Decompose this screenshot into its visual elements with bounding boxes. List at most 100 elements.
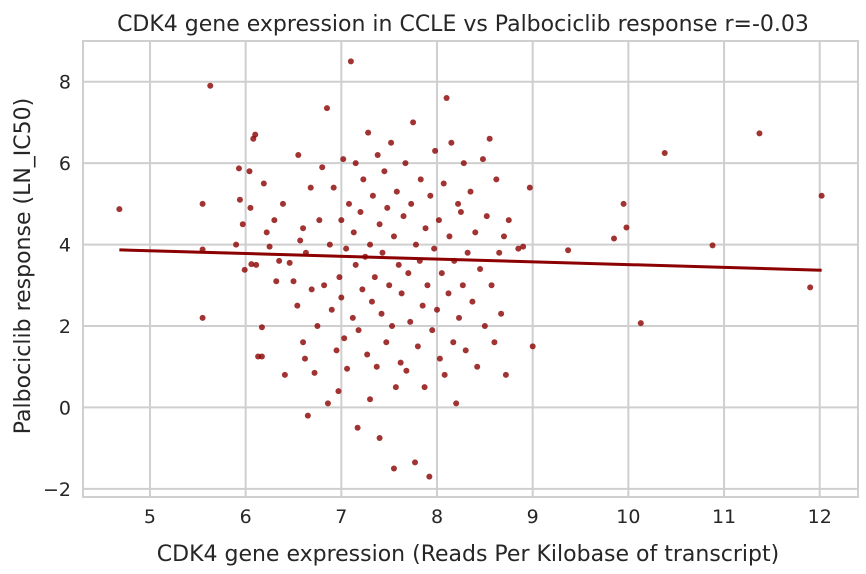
data-point [349,314,356,321]
data-point [464,249,471,256]
data-point [412,241,419,248]
data-point [311,369,318,376]
data-point [347,58,354,65]
data-point [235,165,242,172]
data-point [236,196,243,203]
data-point [472,229,479,236]
data-point [410,119,417,126]
data-point [408,200,415,207]
data-point [338,217,345,224]
data-point [328,306,335,313]
data-point [435,217,442,224]
data-point [462,347,469,354]
x-tick-label: 6 [240,506,252,528]
data-point [419,302,426,309]
data-point [403,367,410,374]
data-point [271,217,278,224]
data-point [483,213,490,220]
data-point [350,229,357,236]
data-point [304,412,311,419]
data-point [301,355,308,362]
x-tick-label: 10 [616,506,640,528]
data-point [340,156,347,163]
data-point [400,213,407,220]
data-point [445,290,452,297]
data-point [426,473,433,480]
data-point [330,184,337,191]
y-axis-title: Palbociclib response (LN_IC50) [11,98,36,434]
data-point [319,164,326,171]
data-point [493,176,500,183]
data-point [354,424,361,431]
data-point [460,160,467,167]
y-tick-labels: −2 0 2 4 6 8 [43,72,71,501]
data-point [359,286,366,293]
data-point [367,396,374,403]
y-tick-label: 4 [59,235,71,257]
x-tick-label: 9 [527,506,539,528]
data-point [502,371,509,378]
data-point [818,192,825,199]
x-tick-label: 11 [712,506,736,528]
data-point [637,320,644,327]
data-point [441,371,448,378]
data-point [623,224,630,231]
data-point [258,353,265,360]
data-point [360,176,367,183]
data-point [371,274,378,281]
data-point [388,139,395,146]
data-point [297,237,304,244]
data-point [294,302,301,309]
data-point [338,294,345,301]
data-point [357,209,364,215]
data-point [756,130,763,137]
data-point [233,241,240,248]
data-point [498,310,505,317]
data-point [459,282,466,289]
data-point [281,371,288,378]
data-point [412,459,419,466]
data-point [258,324,265,331]
data-point [500,233,507,240]
data-point [308,286,315,293]
data-point [341,335,348,342]
data-point [355,327,362,334]
data-point [440,180,447,187]
data-point [443,95,450,101]
data-point [300,339,307,346]
data-point [397,359,404,366]
data-point [376,434,383,441]
x-tick-label: 8 [431,506,443,528]
data-point [314,323,321,329]
data-point [345,200,352,207]
data-point [515,245,522,252]
data-point [488,282,495,289]
data-point [384,204,391,211]
data-point [307,184,314,191]
data-point [392,384,399,391]
data-point [323,105,330,112]
data-point [316,217,323,224]
x-tick-labels: 5 6 7 8 9 10 11 12 [144,506,832,528]
x-tick-label: 12 [808,506,832,528]
data-point [455,200,462,207]
data-point [295,152,302,158]
data-point [246,168,253,175]
data-point [263,229,270,236]
data-point [481,323,488,329]
data-point [247,204,254,211]
data-point [279,200,286,207]
data-point [434,306,441,313]
data-point [199,314,206,321]
data-point [276,257,283,264]
data-point [365,129,372,136]
data-point [344,365,351,372]
x-tick-label: 5 [144,506,156,528]
data-point [661,149,668,156]
data-point [253,261,260,268]
data-point [393,188,400,195]
data-point [395,261,402,268]
data-point [239,221,246,228]
data-point [290,278,297,285]
